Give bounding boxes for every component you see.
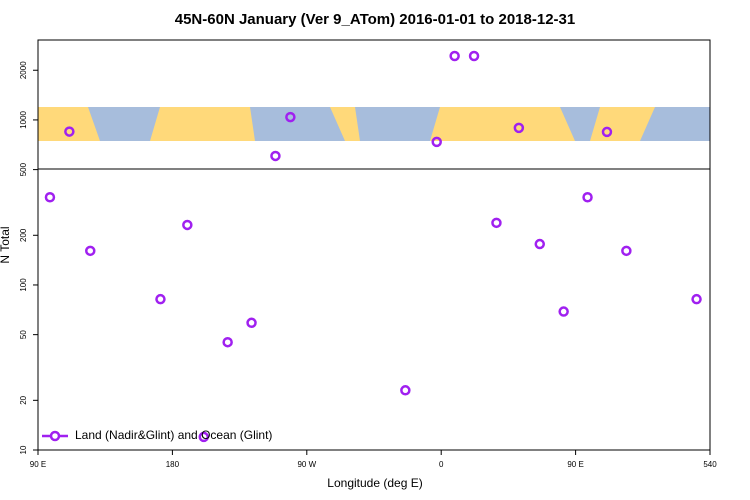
y-axis-label: N Total	[0, 226, 12, 263]
point	[44, 192, 56, 203]
legend-marker	[49, 430, 61, 442]
map-band	[38, 107, 710, 141]
point	[691, 293, 702, 305]
y-tick-label: 1000	[19, 110, 28, 128]
x-tick-label: 90 E	[567, 460, 583, 469]
y-tick-label: 20	[19, 395, 28, 404]
y-tick-label: 2000	[19, 61, 28, 79]
chart-title: 45N-60N January (Ver 9_ATom) 2016-01-01 …	[175, 11, 575, 28]
point	[491, 217, 502, 229]
point	[558, 306, 569, 317]
x-tick-label: 90 E	[30, 460, 46, 469]
point	[246, 317, 257, 329]
point	[601, 126, 613, 138]
point	[270, 150, 281, 162]
point	[285, 111, 296, 123]
x-tick-label: 0	[439, 460, 444, 469]
x-tick-label: 540	[703, 460, 717, 469]
y-tick-label: 500	[19, 162, 28, 176]
plot-frame	[37, 39, 711, 451]
y-tick-label: 100	[19, 278, 28, 292]
legend-label: Land (Nadir&Glint) and Ocean (Glint)	[75, 428, 272, 442]
x-tick-label: 90 W	[297, 460, 316, 469]
x-axis-label: Longitude (deg E)	[327, 476, 422, 490]
y-tick-label: 50	[19, 330, 28, 339]
point	[468, 50, 480, 62]
point	[534, 238, 546, 250]
point	[182, 219, 193, 231]
point	[582, 192, 593, 203]
point	[449, 50, 460, 62]
point	[222, 336, 233, 348]
point	[621, 245, 632, 257]
point	[513, 122, 525, 134]
y-tick-label: 200	[19, 228, 28, 242]
x-tick-label: 180	[166, 460, 180, 469]
point	[198, 431, 210, 443]
point	[431, 136, 442, 148]
map-ocean	[88, 107, 710, 141]
point	[155, 293, 166, 305]
y-tick-label: 10	[19, 445, 28, 454]
point	[400, 385, 411, 396]
point	[64, 126, 75, 137]
point	[85, 245, 96, 257]
